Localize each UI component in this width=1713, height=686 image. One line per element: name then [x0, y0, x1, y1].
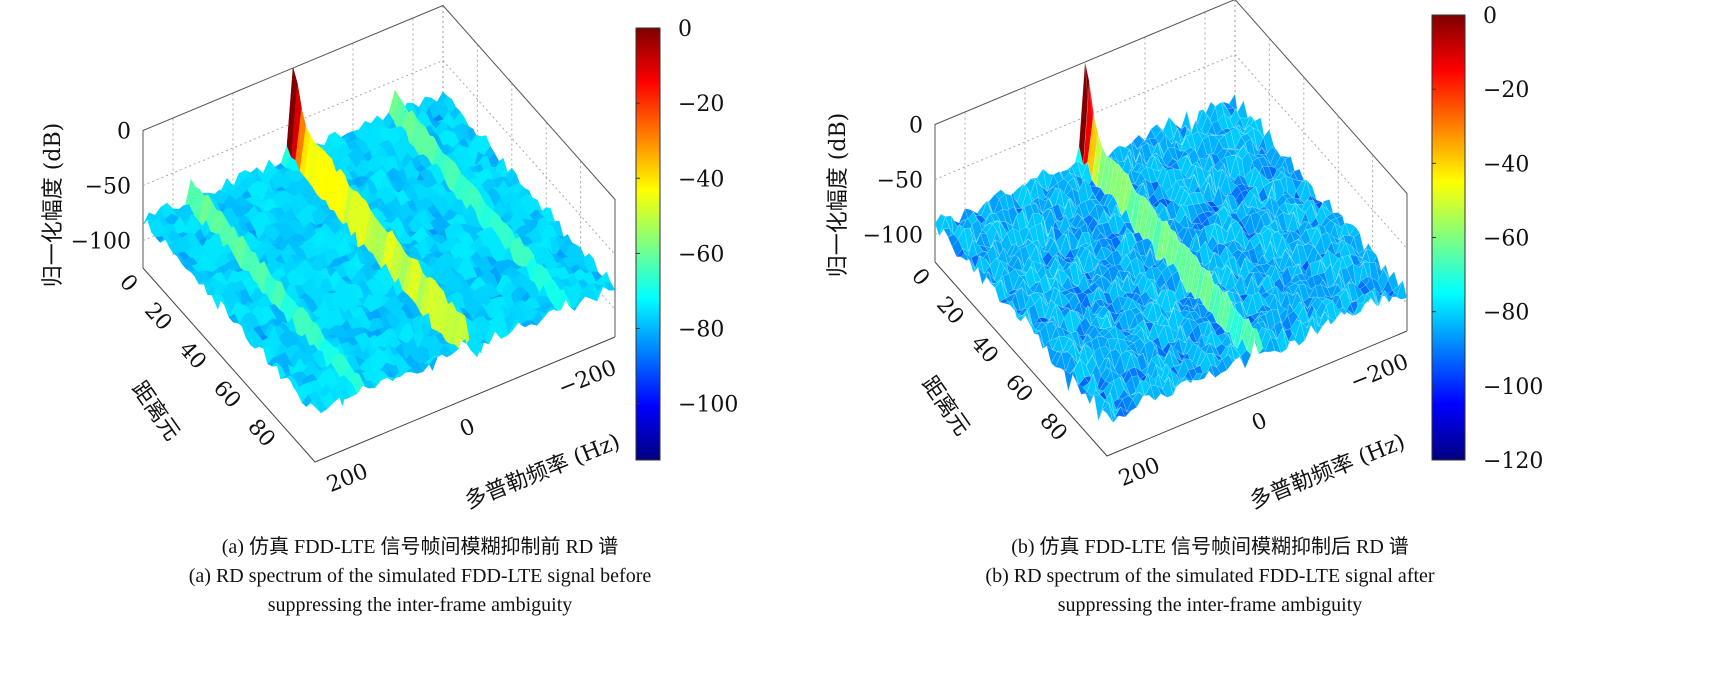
colorbar-tick-label: 0 [678, 17, 692, 42]
range-tick-label: 0 [114, 270, 142, 297]
range-tick-label: 60 [1000, 370, 1037, 408]
surface-cell [1396, 279, 1408, 300]
z-tick-label: 0 [117, 120, 131, 145]
doppler-axis-label: 多普勒频率 (Hz) [1246, 429, 1408, 514]
colorbar-tick-label: −40 [1483, 152, 1529, 177]
colorbar-tick-label: −60 [1483, 227, 1529, 252]
doppler-tick-label: 200 [1115, 453, 1163, 492]
colorbar-tick-label: −100 [1483, 375, 1543, 400]
grid-line [934, 53, 1408, 249]
colorbar-tick-label: −100 [678, 393, 738, 418]
range-tick-label: 40 [174, 337, 211, 375]
colorbar-tick-label: −40 [678, 167, 724, 192]
range-tick-label: 20 [931, 292, 968, 330]
range-tick-label: 20 [139, 298, 176, 336]
doppler-tick-label: −200 [555, 356, 620, 402]
caption-b: (b) 仿真 FDD-LTE 信号帧间模糊抑制后 RD 谱 (b) RD spe… [830, 533, 1590, 620]
colorbar-tick-label: −60 [678, 242, 724, 267]
surface [142, 67, 616, 414]
z-tick-label: −50 [85, 175, 131, 200]
caption-a: (a) 仿真 FDD-LTE 信号帧间模糊抑制前 RD 谱 (a) RD spe… [40, 533, 800, 620]
colorbar [1431, 14, 1466, 461]
z-tick-label: 0 [909, 114, 923, 139]
caption-a-en-2: suppressing the inter-frame ambiguity [267, 594, 573, 616]
doppler-axis-label: 多普勒频率 (Hz) [461, 429, 623, 514]
colorbar-tick-label: −120 [1483, 449, 1543, 474]
z-axis-label: 归一化幅度 (dB) [41, 123, 66, 287]
surface-cell [604, 282, 616, 291]
colorbar-tick-label: 0 [1483, 4, 1497, 29]
z-tick-label: −50 [877, 169, 923, 194]
axes-floor-edge [934, 261, 1408, 457]
z-tick-label: −100 [71, 230, 131, 255]
range-tick-label: 0 [906, 264, 934, 291]
range-tick-label: 80 [1034, 409, 1071, 447]
caption-a-en-1: (a) RD spectrum of the simulated FDD-LTE… [188, 565, 652, 587]
axes-floor-edge [142, 267, 616, 463]
colorbar-tick-label: −80 [678, 318, 724, 343]
caption-b-en-2: suppressing the inter-frame ambiguity [1057, 594, 1363, 616]
z-axis-label: 归一化幅度 (dB) [826, 113, 851, 277]
doppler-tick-label: 0 [456, 414, 478, 442]
z-tick-label: −100 [863, 224, 923, 249]
doppler-tick-label: 200 [323, 459, 371, 498]
caption-b-cn: (b) 仿真 FDD-LTE 信号帧间模糊抑制后 RD 谱 [1011, 536, 1409, 558]
range-tick-label: 80 [242, 415, 279, 453]
range-tick-label: 40 [966, 331, 1003, 369]
colorbar [635, 27, 661, 461]
caption-b-en-1: (b) RD spectrum of the simulated FDD-LTE… [985, 565, 1435, 587]
surface [934, 61, 1408, 424]
axes-box-back [142, 4, 616, 337]
colorbar-tick-label: −20 [678, 92, 724, 117]
doppler-tick-label: 0 [1248, 408, 1270, 436]
colorbar-tick-label: −20 [1483, 78, 1529, 103]
doppler-tick-label: −200 [1347, 350, 1412, 396]
axes-box-back [934, 0, 1408, 331]
colorbar-tick-label: −80 [1483, 301, 1529, 326]
range-tick-label: 60 [208, 376, 245, 414]
grid-line [142, 59, 616, 255]
caption-a-cn: (a) 仿真 FDD-LTE 信号帧间模糊抑制前 RD 谱 [221, 536, 619, 558]
range-axis-label: 距离元 [126, 377, 184, 445]
range-axis-label: 距离元 [916, 372, 974, 440]
